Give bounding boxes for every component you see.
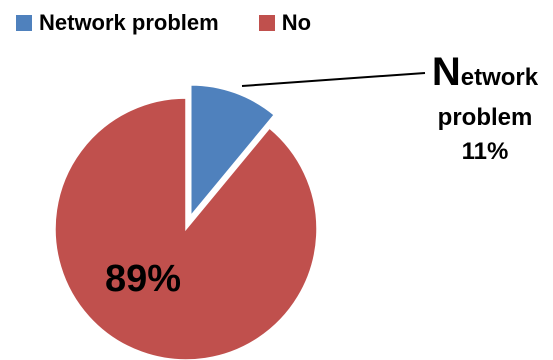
- data-label-network-problem-rest: etwork: [460, 64, 539, 91]
- leader-line-network-problem: [241, 72, 426, 87]
- legend-label-no: No: [281, 10, 312, 35]
- pie-slice-network-problem: [189, 84, 276, 218]
- pie-slices: [54, 84, 318, 360]
- data-label-network-problem-value: 11%: [461, 138, 509, 165]
- legend-item-no: No: [258, 10, 312, 36]
- legend-label-network-problem: Network problem: [39, 10, 219, 35]
- data-label-no: 89%: [93, 258, 193, 301]
- legend-swatch-network-problem: [16, 15, 32, 31]
- data-label-network-problem-line2: problem: [437, 104, 533, 131]
- data-label-network-problem: Network problem 11%: [420, 52, 550, 169]
- data-label-network-problem-initial: N: [431, 50, 461, 94]
- data-label-no-value: 89%: [104, 258, 182, 300]
- chart-legend: Network problem No: [16, 10, 351, 36]
- legend-swatch-no: [258, 15, 275, 31]
- legend-item-network-problem: Network problem: [16, 10, 219, 36]
- pie-slice-no: [54, 97, 318, 360]
